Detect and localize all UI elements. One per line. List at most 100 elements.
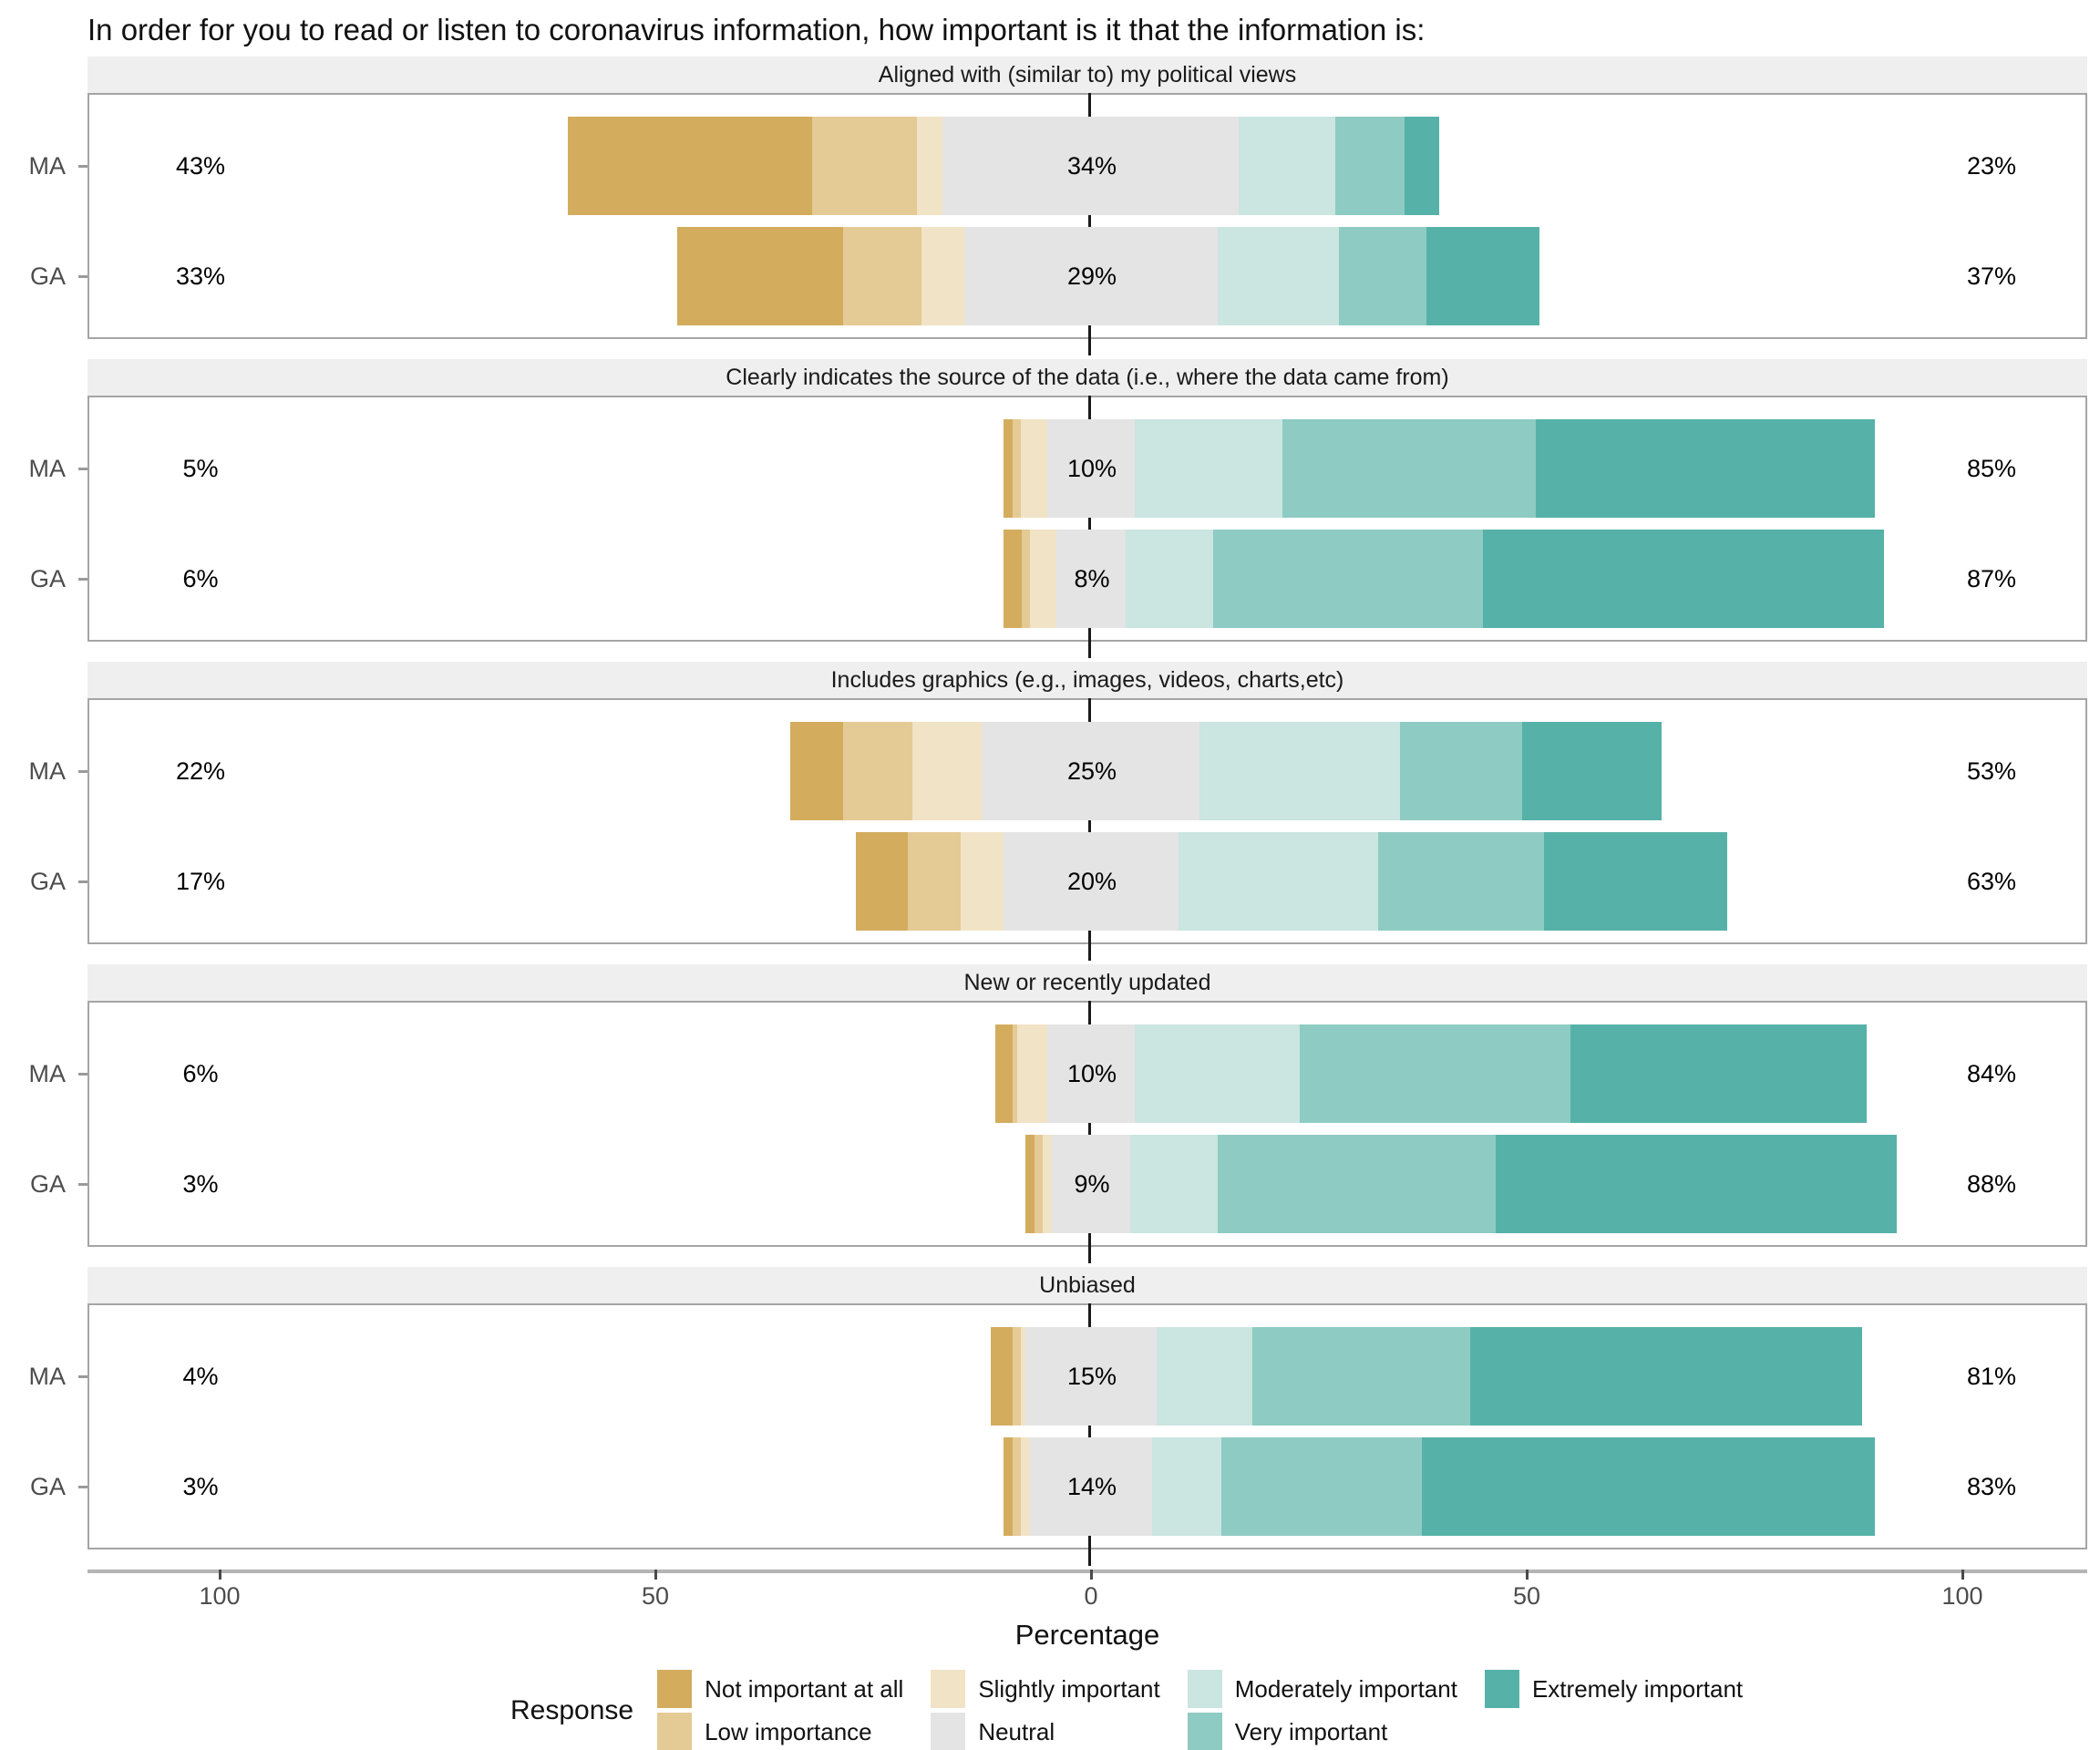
likert-bar-ga [676,227,1540,325]
x-tick-mark [654,1570,657,1580]
left-total-label: 43% [175,152,226,180]
neutral-label: 29% [1066,262,1117,290]
segment-slightly-important [1021,1327,1026,1426]
right-total-label: 37% [1966,262,2017,290]
facet-strip-title: Unbiased [1039,1271,1136,1298]
y-axis-tick [78,1183,88,1186]
x-axis: 100 50 0 50 100 [88,1570,2087,1613]
facet-panel: Includes graphics (e.g., images, videos,… [29,662,2087,961]
likert-bar-ma [994,1024,1867,1123]
panel-plot: 5% 10% 85% MA 6% 8% 87% GA [29,396,2087,642]
likert-bar-ma [1004,419,1876,518]
likert-bar-ma [991,1327,1862,1426]
facet-panel: New or recently updated 6% 10% 84% MA 3% 9% 88%… [29,964,2087,1263]
facet-panel: Clearly indicates the source of the data… [29,359,2087,658]
likert-bar-ga [1025,1135,1898,1233]
segment-neutral [1055,530,1127,628]
left-total-label: 3% [182,1473,219,1500]
legend-swatch [657,1713,693,1750]
segment-low-importance [1034,1135,1044,1233]
segment-slightly-important [1043,1135,1052,1233]
likert-bar-ga [1004,1437,1876,1536]
segment-low-importance [1012,1024,1017,1123]
segment-slightly-important [916,117,943,215]
segment-moderately-important [1134,419,1283,518]
y-axis-tick [78,880,88,883]
segment-very-important [1378,832,1545,931]
facet-strip: Unbiased [88,1267,2087,1303]
x-axis-title: Percentage [1014,1619,1160,1651]
segment-moderately-important [1156,1327,1252,1426]
left-total-label: 3% [182,1170,219,1198]
legend-item: Not important at all [657,1670,903,1708]
neutral-label: 34% [1066,152,1117,180]
segment-very-important [1282,419,1536,518]
right-total-label: 63% [1966,868,2017,895]
left-total-label: 33% [175,262,226,290]
y-axis-label-ga: GA [29,868,66,895]
segment-extremely-important [1405,117,1440,215]
segment-neutral [982,722,1200,820]
y-axis-label-ga: GA [29,1170,66,1198]
panel-plot: 4% 15% 81% MA 3% 14% 83% GA [29,1303,2087,1549]
legend-item-label: Neutral [978,1717,1055,1745]
segment-neutral [1004,832,1179,931]
legend-column: Not important at all Low importance [657,1670,903,1750]
y-axis-tick [78,275,88,278]
legend-item-label: Low importance [705,1717,872,1745]
legend-swatch [931,1670,966,1708]
segment-neutral [1051,1135,1130,1233]
segment-low-importance [1012,1327,1022,1426]
segment-moderately-important [1134,1024,1301,1123]
legend-item-label: Not important at all [705,1674,904,1703]
x-tick-mark [1526,1570,1529,1580]
segment-neutral [1047,1024,1135,1123]
legend-item: Extremely important [1484,1670,1743,1708]
legend-item-label: Moderately important [1234,1674,1457,1703]
y-axis-label-ma: MA [28,152,67,180]
segment-not-important-at-all [1004,530,1022,628]
segment-extremely-important [1496,1135,1898,1233]
segment-slightly-important [960,832,1004,931]
y-axis-tick [78,770,88,773]
panel-plot: 22% 25% 53% MA 17% 20% 63% GA [29,698,2087,944]
left-total-label: 22% [175,757,226,785]
segment-neutral [942,117,1240,215]
segment-not-important-at-all [1025,1135,1035,1233]
y-axis-label-ma: MA [28,1363,67,1390]
facet-panels: Aligned with (similar to) my political v… [0,57,2100,1566]
segment-not-important-at-all [676,227,843,325]
facet-strip: Clearly indicates the source of the data… [88,359,2087,396]
y-axis-label-ga: GA [29,1473,66,1500]
panel-plot: 6% 10% 84% MA 3% 9% 88% GA [29,1001,2087,1247]
segment-extremely-important [1544,832,1727,931]
legend-column: Extremely important [1484,1670,1743,1708]
segment-low-importance [908,832,961,931]
y-axis-label-ma: MA [28,757,67,785]
x-tick-mark [219,1570,221,1580]
segment-slightly-important [1016,1024,1048,1123]
likert-bar-ga [855,832,1727,931]
segment-moderately-important [1199,722,1401,820]
segment-very-important [1212,530,1484,628]
y-axis-tick [78,578,88,581]
segment-extremely-important [1570,1024,1867,1123]
facet-strip: New or recently updated [88,964,2087,1001]
panel-plot: 43% 34% 23% MA 33% 29% 37% GA [29,93,2087,339]
legend-title: Response [510,1694,634,1725]
neutral-label: 10% [1066,455,1117,482]
right-total-label: 84% [1966,1060,2017,1087]
y-axis-tick [78,1486,88,1488]
segment-not-important-at-all [855,832,909,931]
segment-neutral [1047,419,1135,518]
legend-item: Very important [1187,1713,1457,1750]
y-axis-label-ma: MA [28,1060,67,1087]
legend-item-label: Very important [1234,1717,1388,1745]
segment-neutral [1025,1327,1157,1426]
segment-low-importance [1012,419,1022,518]
segment-moderately-important [1151,1437,1222,1536]
left-total-label: 4% [182,1363,219,1390]
legend-swatch [931,1713,966,1750]
x-tick-mark [1961,1570,1964,1580]
segment-extremely-important [1522,722,1662,820]
